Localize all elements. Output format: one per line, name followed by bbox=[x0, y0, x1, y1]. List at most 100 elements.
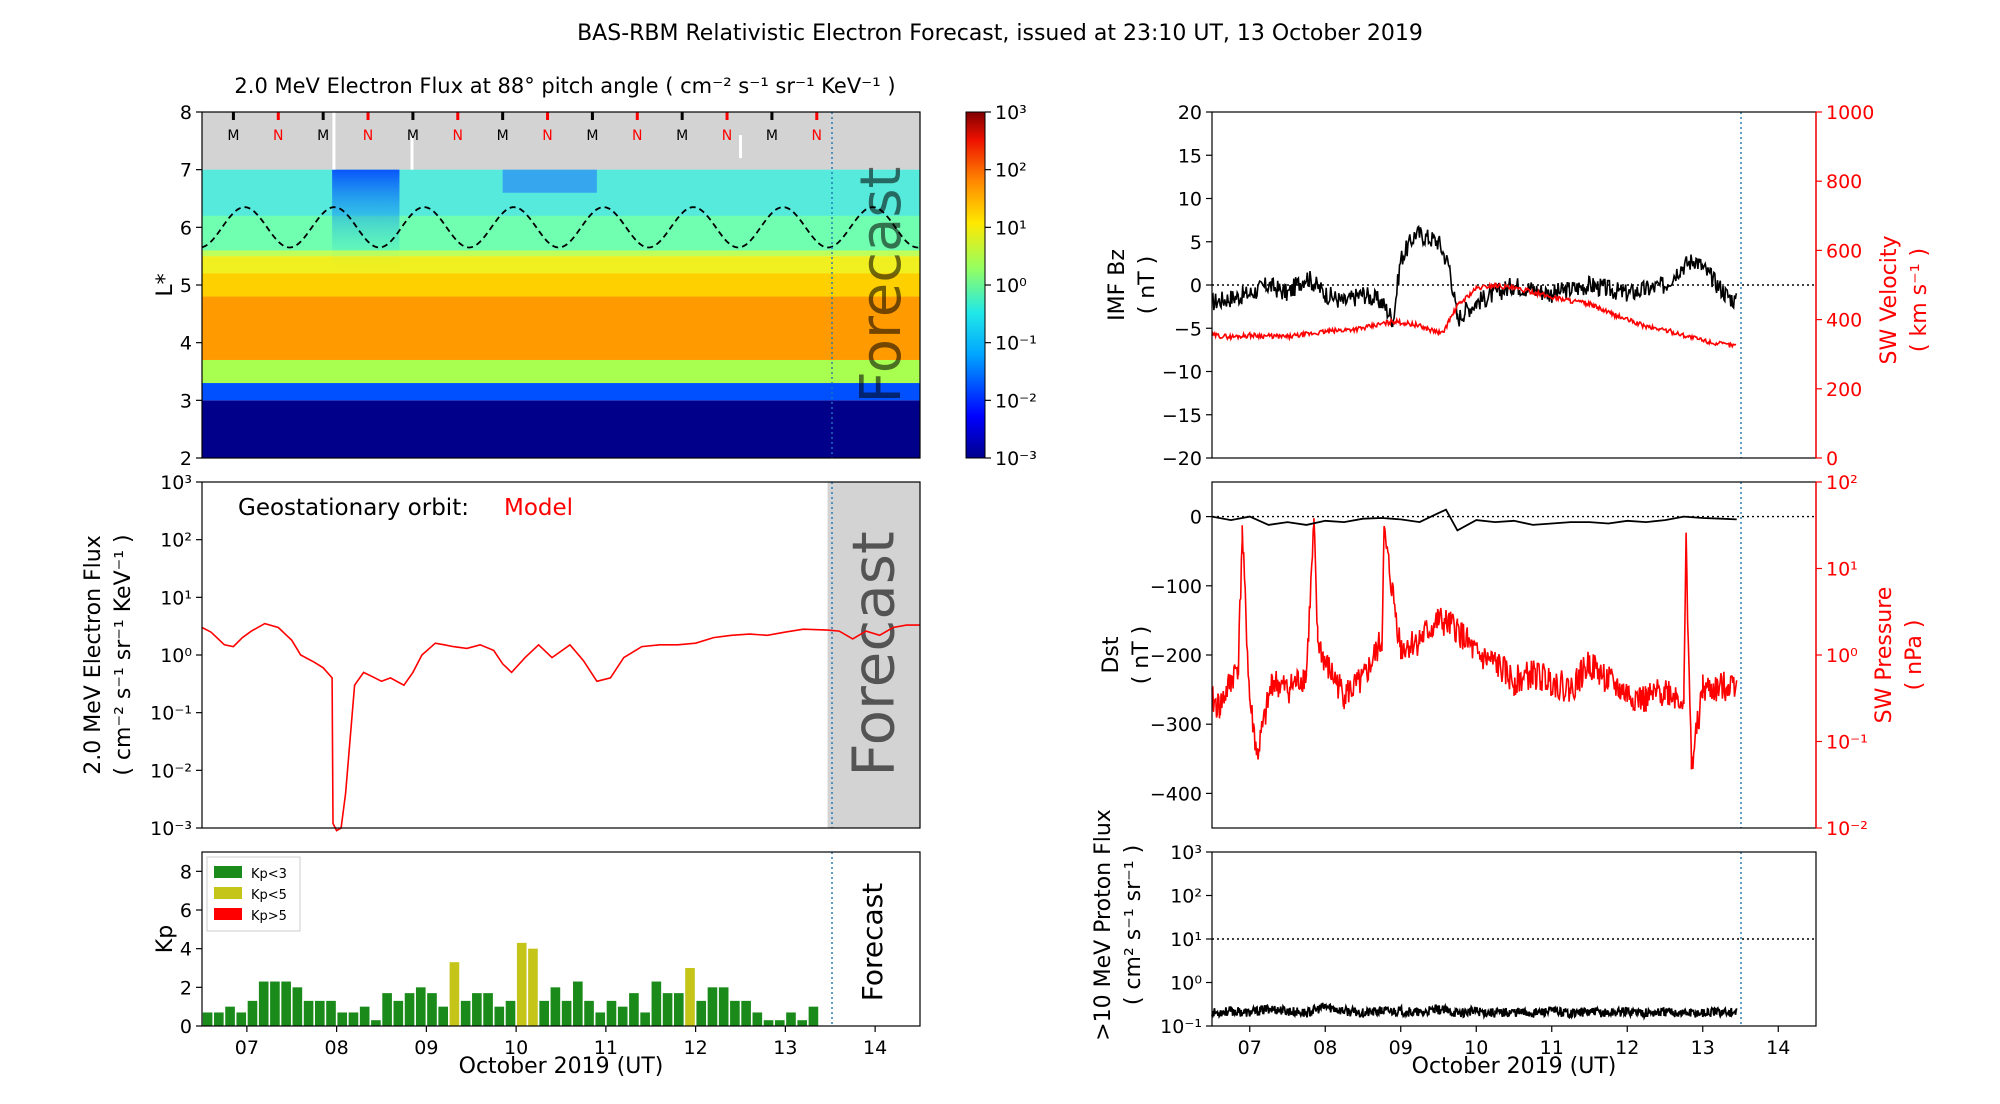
proton-flux-chart: 10⁻¹ 10⁰ 10¹ 10² 10³ 07 08 09 10 11 12 13 14 >10 Me… bbox=[1091, 809, 1817, 1079]
proton-y-axis: 10⁻¹ 10⁰ 10¹ 10² 10³ bbox=[1160, 842, 1212, 1038]
geo-y-tick-label: 10² bbox=[160, 530, 192, 552]
swp-y-tick-label: 10⁻² bbox=[1826, 818, 1868, 840]
kp-bar bbox=[640, 1012, 650, 1026]
kp-bar bbox=[673, 993, 684, 1026]
kp-bars bbox=[202, 942, 819, 1026]
geo-frame bbox=[201, 481, 921, 829]
heatmap-title: 2.0 MeV Electron Flux at 88° pitch angle… bbox=[234, 74, 895, 98]
imf-y-tick-label: 20 bbox=[1178, 102, 1202, 124]
heatmap-band bbox=[202, 296, 920, 360]
kp-x-tick-label: 14 bbox=[863, 1037, 887, 1059]
kp-bar bbox=[270, 981, 280, 1026]
swv-ylabel-unit: ( km s⁻¹ ) bbox=[1907, 248, 1932, 352]
heatmap-y-tick-label: 8 bbox=[180, 102, 192, 124]
swv-y-tick-label: 1000 bbox=[1826, 102, 1874, 124]
kp-bar bbox=[718, 987, 729, 1026]
heatmap-band bbox=[202, 400, 920, 458]
swv-y-tick-label: 200 bbox=[1826, 379, 1862, 401]
imf-y-tick-label: −5 bbox=[1174, 318, 1202, 340]
proton-ylabel-line2: ( cm² s⁻¹ sr⁻¹ ) bbox=[1121, 845, 1146, 1005]
imf-y-tick-label: 5 bbox=[1190, 232, 1202, 254]
kp-bar bbox=[741, 1000, 751, 1026]
kp-bar bbox=[774, 1020, 785, 1026]
kp-bar bbox=[258, 981, 269, 1026]
imf-y-tick-label: −15 bbox=[1162, 405, 1202, 427]
kp-bar bbox=[337, 1012, 348, 1026]
swv-y-tick-label: 800 bbox=[1826, 171, 1862, 193]
dst-line bbox=[1211, 508, 1737, 532]
marker-label: M bbox=[407, 128, 419, 144]
kp-bar bbox=[550, 987, 561, 1026]
dst-ylabel: Dst bbox=[1099, 636, 1124, 673]
imf-y-tick-label: 10 bbox=[1178, 189, 1202, 211]
sw-velocity-line bbox=[1211, 281, 1737, 349]
swv-ylabel: SW Velocity bbox=[1877, 235, 1902, 364]
kp-x-tick-label: 13 bbox=[773, 1037, 797, 1059]
swp-ylabel-unit: ( nPa ) bbox=[1902, 620, 1927, 691]
kp-bar bbox=[629, 993, 639, 1026]
geo-forecast-label: Forecast bbox=[839, 531, 907, 776]
kp-bar bbox=[696, 1000, 707, 1026]
imf-ylabel: IMF Bz bbox=[1105, 249, 1130, 321]
kp-y-axis: 0 2 4 6 8 bbox=[180, 861, 202, 1038]
kp-legend-label: Kp<5 bbox=[251, 888, 287, 903]
kp-bar bbox=[584, 1000, 594, 1026]
marker-label: N bbox=[453, 128, 463, 144]
kp-bar bbox=[326, 1000, 336, 1026]
kp-legend-swatch bbox=[214, 866, 242, 878]
kp-legend-swatch bbox=[214, 908, 242, 920]
proton-x-tick-label: 10 bbox=[1464, 1037, 1488, 1059]
kp-bar bbox=[382, 993, 392, 1026]
marker-label: M bbox=[227, 128, 239, 144]
geo-y-tick-label: 10⁻³ bbox=[150, 818, 192, 840]
marker-label: N bbox=[632, 128, 642, 144]
kp-y-tick-label: 8 bbox=[180, 861, 192, 883]
heatmap-y-tick-label: 6 bbox=[180, 217, 192, 239]
marker-label: N bbox=[812, 128, 822, 144]
proton-ylabel-line1: >10 MeV Proton Flux bbox=[1091, 809, 1116, 1041]
heatmap-y-tick-label: 5 bbox=[180, 275, 192, 297]
kp-bar bbox=[786, 1012, 796, 1026]
kp-bar bbox=[797, 1020, 808, 1026]
marker-label: M bbox=[766, 128, 778, 144]
imf-y-tick-label: 0 bbox=[1190, 275, 1202, 297]
heatmap-band bbox=[202, 359, 920, 384]
kp-ylabel: Kp bbox=[153, 925, 178, 953]
proton-flux-line bbox=[1211, 1002, 1738, 1021]
kp-bar bbox=[651, 981, 662, 1026]
colorbar-ticks: 10⁻³ 10⁻² 10⁻¹ 10⁰ 10¹ 10² 10³ bbox=[985, 102, 1037, 470]
geo-ylabel-line1: 2.0 MeV Electron Flux bbox=[81, 535, 106, 775]
imf-sw-chart: −20 −15 −10 −5 0 5 10 15 20 0 200 400 600 800 1000 IM… bbox=[1105, 102, 1932, 470]
kp-bar bbox=[494, 1006, 505, 1026]
kp-x-tick-label: 09 bbox=[414, 1037, 438, 1059]
kp-bar bbox=[292, 987, 303, 1026]
heatmap-transition-band bbox=[202, 250, 920, 274]
marker-label: M bbox=[317, 128, 329, 144]
imf-y-tick-label: 15 bbox=[1178, 145, 1202, 167]
colorbar-tick-label: 10³ bbox=[995, 102, 1027, 124]
geo-y-axis: 10⁻³ 10⁻² 10⁻¹ 10⁰ 10¹ 10² 10³ bbox=[150, 472, 202, 840]
heatmap-y-tick-label: 3 bbox=[180, 390, 192, 412]
heatmap-y-tick-label: 4 bbox=[180, 333, 192, 355]
swp-y-tick-label: 10⁻¹ bbox=[1826, 732, 1868, 754]
geo-ylabel-line2: ( cm⁻² s⁻¹ sr⁻¹ KeV⁻¹ ) bbox=[111, 534, 136, 775]
swp-y-tick-label: 10⁰ bbox=[1826, 645, 1858, 667]
kp-bar bbox=[483, 993, 493, 1026]
kp-bar bbox=[573, 981, 583, 1026]
marker-label: M bbox=[676, 128, 688, 144]
geo-y-tick-label: 10¹ bbox=[160, 587, 192, 609]
geo-legend-label: Geostationary orbit: bbox=[238, 495, 469, 521]
proton-x-tick-label: 07 bbox=[1238, 1037, 1262, 1059]
proton-xlabel: October 2019 (UT) bbox=[1412, 1054, 1617, 1079]
proton-x-tick-label: 12 bbox=[1615, 1037, 1639, 1059]
geo-legend-value: Model bbox=[504, 495, 573, 521]
kp-x-axis: 07 08 09 10 11 12 13 14 bbox=[235, 1026, 887, 1059]
kp-x-tick-label: 08 bbox=[325, 1037, 349, 1059]
geo-y-tick-label: 10⁰ bbox=[160, 645, 192, 667]
proton-x-tick-label: 13 bbox=[1691, 1037, 1715, 1059]
kp-bar bbox=[472, 993, 482, 1026]
kp-legend-label: Kp<3 bbox=[251, 867, 287, 882]
kp-bar bbox=[685, 968, 695, 1026]
dst-right-axis: 10⁻² 10⁻¹ 10⁰ 10¹ 10² bbox=[1816, 472, 1868, 840]
imf-ylabel-unit: ( nT ) bbox=[1135, 256, 1160, 315]
